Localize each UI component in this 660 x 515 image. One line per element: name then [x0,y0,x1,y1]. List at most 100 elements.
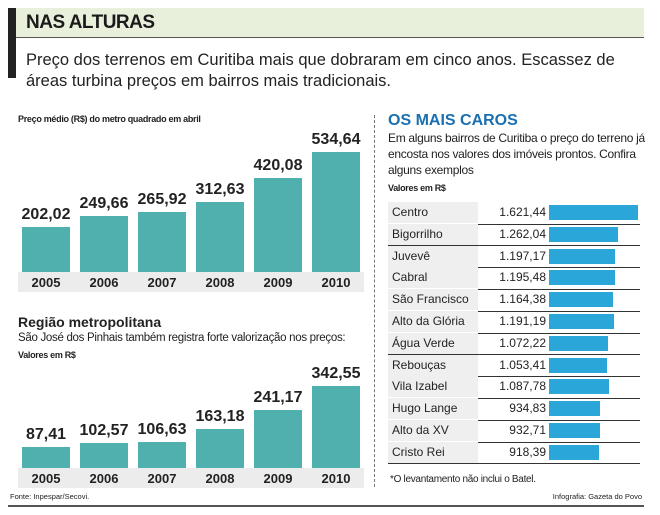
bar [549,292,613,308]
price-value: 1.197,17 [499,248,546,263]
neighborhood-label: Hugo Lange [388,398,478,420]
bar [80,215,128,272]
table-row: Vila Izabel 1.087,78 [388,376,640,399]
table-row: Rebouças 1.053,41 [388,354,640,378]
neighborhood-label: Bigorrilho [388,223,478,245]
data-label: 106,63 [137,421,187,439]
price-value: 1.262,04 [499,226,546,241]
price-value: 1.195,48 [499,270,546,285]
table-row: Juvevê 1.197,17 [388,245,640,269]
table-row: Bigorrilho 1.262,04 [388,223,640,247]
bar [138,442,186,468]
title-band [8,8,644,38]
bar [549,357,607,373]
data-label: 87,41 [25,426,67,444]
table-row: Centro 1.621,44 [388,202,640,225]
ranking-title: OS MAIS CAROS [388,112,518,129]
page-subtitle: Preço dos terrenos em Curitiba mais que … [26,51,615,90]
data-label: 202,02 [21,205,71,223]
bar [80,443,128,468]
tick-label: 2010 [321,471,351,486]
bar [549,423,601,438]
price-value: 932,71 [509,423,546,437]
table-row: Alto da XV 932,71 [388,420,640,443]
chart2: 87,41 2005 102,57 2006 106,63 2007 163,18 2008 2… [18,362,364,488]
price-value: 918,39 [509,444,546,459]
neighborhood-label: Água Verde [388,332,478,354]
bar [138,212,186,272]
ranking-description: Em alguns bairros de Curitiba o preço do… [388,131,645,177]
data-label: 265,92 [137,191,187,209]
chart2-subtitle: São José dos Pinhais também registra for… [18,332,346,344]
table-row: Cristo Rei 918,39 [388,441,640,465]
tick-label: 2010 [321,275,351,290]
neighborhood-label: Juvevê [388,245,478,267]
bar [549,444,600,460]
tick-label: 2009 [263,471,293,486]
price-value: 1.621,44 [499,205,546,219]
data-label: 420,08 [253,156,303,174]
table-row: Cabral 1.195,48 [388,267,640,290]
data-label: 249,66 [79,194,129,212]
bar [196,428,244,468]
neighborhood-label: Alto da Glória [388,311,478,332]
bar [549,205,638,220]
neighborhood-label: Alto da XV [388,420,478,441]
tick-label: 2007 [147,275,177,290]
bottom-rule [8,505,644,507]
price-value: 1.191,19 [499,314,546,328]
price-value: 1.087,78 [499,379,546,394]
data-label: 534,64 [311,131,361,148]
price-value: 1.072,22 [499,335,546,350]
data-label: 241,17 [253,389,303,407]
chart2-ylabel: Valores em R$ [18,350,76,360]
tick-label: 2008 [205,471,235,486]
year-axis [18,272,364,292]
source: Fonte: Inpespar/Secovi. [10,492,90,501]
price-value: 1.164,38 [499,292,546,307]
table-row: Hugo Lange 934,83 [388,398,640,421]
bar [549,270,615,286]
tick-label: 2008 [205,275,235,290]
chart1: 202,02 2005 249,66 2006 265,92 2007 312,63 2008… [18,130,364,292]
price-value: 934,83 [509,401,546,416]
data-label: 102,57 [79,422,129,440]
bar [549,314,615,329]
bar [22,226,70,272]
neighborhood-label: Centro [388,202,478,223]
tick-label: 2005 [31,471,61,486]
bar [549,379,609,395]
data-label: 312,63 [195,180,245,198]
bar [312,386,360,468]
ranking-note: *O levantamento não inclui o Batel. [390,474,536,485]
data-label: 342,55 [311,365,361,382]
table-row: Alto da Glória 1.191,19 [388,311,640,334]
price-value: 1.053,41 [499,357,546,372]
chart1-subtitle: Preço médio (R$) do metro quadrado em ab… [18,114,201,124]
ranking-ylabel: Valores em R$ [388,183,446,193]
bar [254,410,302,468]
table-row: São Francisco 1.164,38 [388,289,640,312]
bar [549,335,608,351]
year-axis [18,468,364,488]
tick-label: 2005 [31,275,61,290]
data-label: 163,18 [195,407,245,425]
bar [254,177,302,272]
chart2-title: Região metropolitana [18,314,162,330]
credit: Infografia: Gazeta do Povo [552,492,642,501]
bar [196,201,244,272]
accent-bar [8,8,16,78]
bar [549,401,601,417]
neighborhood-label: Cabral [388,267,478,289]
bar [312,152,360,272]
bar [549,226,619,242]
tick-label: 2006 [89,471,119,486]
neighborhood-label: São Francisco [388,289,478,311]
bar [549,248,615,264]
tick-label: 2007 [147,471,177,486]
neighborhood-label: Vila Izabel [388,376,478,398]
divider [374,115,375,487]
tick-label: 2006 [89,275,119,290]
neighborhood-label: Cristo Rei [388,441,478,463]
